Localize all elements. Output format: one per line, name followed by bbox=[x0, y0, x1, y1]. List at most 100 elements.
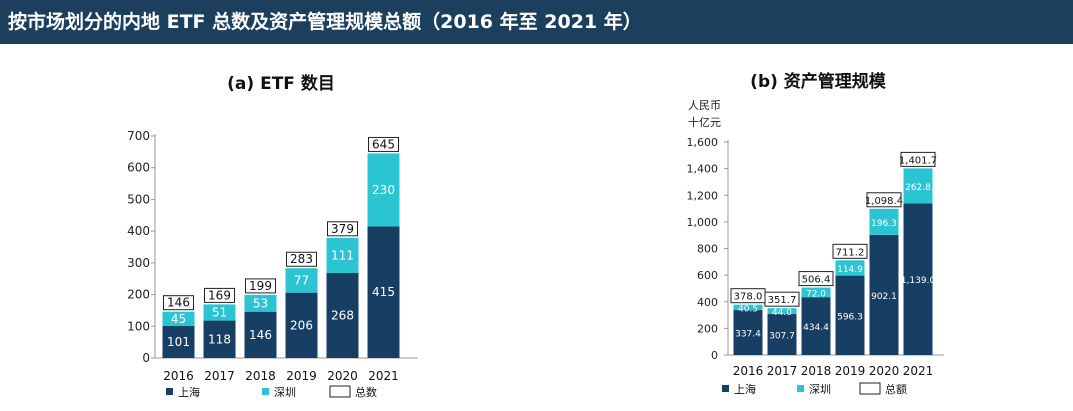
data-label-total: 506.4 bbox=[802, 275, 831, 286]
legend-label: 上海 bbox=[734, 382, 756, 396]
y-tick-label: 400 bbox=[127, 224, 150, 238]
y-tick-label: 0 bbox=[142, 351, 150, 365]
total-box bbox=[163, 295, 194, 311]
data-label-total: 1,401.7 bbox=[899, 155, 937, 166]
total-box bbox=[900, 151, 936, 167]
bar-shenzhen bbox=[326, 237, 359, 274]
bar-shanghai bbox=[733, 310, 763, 355]
data-label-total: 146 bbox=[167, 296, 190, 310]
legend-label: 总额 bbox=[885, 382, 907, 396]
data-label-shanghai: 337.4 bbox=[735, 330, 761, 340]
legend-swatch bbox=[329, 385, 351, 398]
bar-shenzhen bbox=[162, 311, 195, 326]
bar-shenzhen bbox=[244, 294, 277, 312]
data-label-total: 283 bbox=[290, 252, 313, 266]
bar-shanghai bbox=[326, 273, 359, 358]
data-label-shenzhen: 51 bbox=[212, 305, 227, 319]
total-box bbox=[204, 287, 235, 303]
data-label-total: 351.7 bbox=[768, 295, 797, 306]
x-tick-label: 2019 bbox=[835, 364, 866, 378]
chart-title: (b) 资产管理规模 bbox=[750, 71, 887, 92]
legend-label: 上海 bbox=[178, 385, 200, 399]
data-label-shanghai: 434.4 bbox=[803, 323, 829, 333]
bar-shenzhen bbox=[767, 308, 797, 315]
y-tick-label: 500 bbox=[127, 192, 150, 206]
legend-label: 深圳 bbox=[809, 383, 831, 396]
y-tick-label: 1,000 bbox=[687, 216, 719, 229]
bar-shenzhen bbox=[203, 304, 236, 321]
x-tick-label: 2018 bbox=[801, 364, 832, 378]
bar-shanghai bbox=[285, 292, 318, 358]
legend-label: 总数 bbox=[355, 385, 377, 399]
y-tick-label: 600 bbox=[697, 269, 718, 282]
data-label-total: 199 bbox=[249, 279, 272, 293]
total-box bbox=[866, 192, 902, 208]
bar-shanghai bbox=[835, 275, 865, 355]
total-box bbox=[764, 291, 800, 307]
data-label-shenzhen: 53 bbox=[253, 296, 268, 310]
x-tick-label: 2017 bbox=[767, 364, 798, 378]
data-label-total: 379 bbox=[331, 222, 354, 236]
x-tick-label: 2021 bbox=[368, 369, 399, 383]
data-label-total: 169 bbox=[208, 288, 231, 302]
legend-swatch bbox=[166, 388, 173, 395]
y-tick-label: 100 bbox=[127, 319, 150, 333]
bar-shenzhen bbox=[367, 153, 400, 227]
x-tick-label: 2021 bbox=[903, 364, 934, 378]
data-label-shenzhen: 40.5 bbox=[738, 304, 758, 314]
bar-shenzhen bbox=[903, 168, 933, 204]
total-box bbox=[368, 136, 399, 152]
total-box bbox=[798, 271, 834, 287]
legend-swatch bbox=[722, 385, 729, 392]
data-label-shenzhen: 262.8 bbox=[905, 183, 931, 193]
data-label-shanghai: 206 bbox=[290, 318, 313, 332]
y-tick-label: 1,400 bbox=[687, 163, 719, 176]
data-label-total: 711.2 bbox=[836, 247, 865, 258]
data-label-shanghai: 307.7 bbox=[769, 332, 795, 342]
legend-label: 深圳 bbox=[274, 386, 296, 399]
bar-shanghai bbox=[367, 226, 400, 358]
bar-shenzhen bbox=[835, 260, 865, 276]
data-label-shanghai: 268 bbox=[331, 309, 354, 323]
x-tick-label: 2016 bbox=[733, 364, 764, 378]
bar-shanghai bbox=[869, 234, 899, 355]
x-tick-label: 2018 bbox=[245, 369, 276, 383]
bar-shenzhen bbox=[733, 304, 763, 311]
y-tick-label: 200 bbox=[127, 288, 150, 302]
data-label-shanghai: 1,139.0 bbox=[901, 276, 936, 286]
y-tick-label: 700 bbox=[127, 129, 150, 143]
x-tick-label: 2019 bbox=[286, 369, 317, 383]
y-tick-label: 800 bbox=[697, 243, 718, 256]
total-box bbox=[327, 221, 358, 237]
chart-etf-count: (a) ETF 数目 0 100 200 300 400 500 600 700 101 45 146… bbox=[127, 73, 418, 399]
x-tick-label: 2020 bbox=[869, 364, 900, 378]
y-tick-label: 300 bbox=[127, 256, 150, 270]
y-tick-label: 200 bbox=[697, 322, 718, 335]
data-label-shenzhen: 44.0 bbox=[772, 308, 792, 318]
bar-shanghai bbox=[801, 297, 831, 355]
data-label-shanghai: 596.3 bbox=[837, 312, 863, 322]
legend-swatch bbox=[859, 382, 881, 395]
x-tick-label: 2016 bbox=[163, 369, 194, 383]
data-label-total: 1,098.4 bbox=[865, 196, 903, 207]
y-tick-label: 600 bbox=[127, 161, 150, 175]
banner-title: 按市场划分的内地 ETF 总数及资产管理规模总额（2016 年至 2021 年） bbox=[8, 11, 642, 33]
y-tick-label: 400 bbox=[697, 296, 718, 309]
bar-shenzhen bbox=[869, 208, 899, 235]
total-box bbox=[245, 278, 276, 294]
x-tick-label: 2020 bbox=[327, 369, 358, 383]
data-label-shanghai: 101 bbox=[167, 335, 190, 349]
data-label-shenzhen: 196.3 bbox=[871, 219, 897, 229]
y-tick-label: 1,600 bbox=[687, 136, 719, 149]
bar-shenzhen bbox=[801, 287, 831, 298]
data-label-shanghai: 415 bbox=[372, 285, 395, 299]
data-label-shanghai: 146 bbox=[249, 328, 272, 342]
data-label-shenzhen: 230 bbox=[372, 183, 395, 197]
total-box bbox=[832, 243, 868, 259]
legend-swatch bbox=[797, 385, 804, 392]
data-label-shanghai: 118 bbox=[208, 332, 231, 346]
data-label-shenzhen: 45 bbox=[171, 312, 186, 326]
y-axis-label: 人民币 bbox=[688, 99, 721, 112]
y-tick-label: 0 bbox=[711, 349, 718, 362]
